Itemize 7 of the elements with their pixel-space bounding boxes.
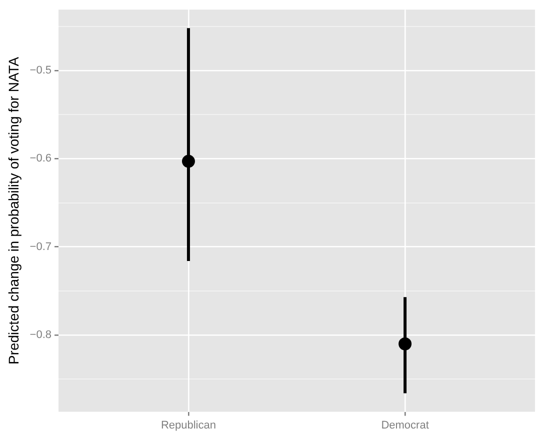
y-tick-label: −0.8 [30,329,52,342]
y-tick-label: −0.5 [30,64,52,76]
x-tick-label: Republican [160,419,216,432]
x-tick-label: Democrat [381,419,429,432]
y-axis-title: Predicted change in probability of voting for NATA [5,56,22,365]
y-tick-label: −0.6 [30,152,52,165]
y-tick-label: −0.7 [30,240,52,253]
